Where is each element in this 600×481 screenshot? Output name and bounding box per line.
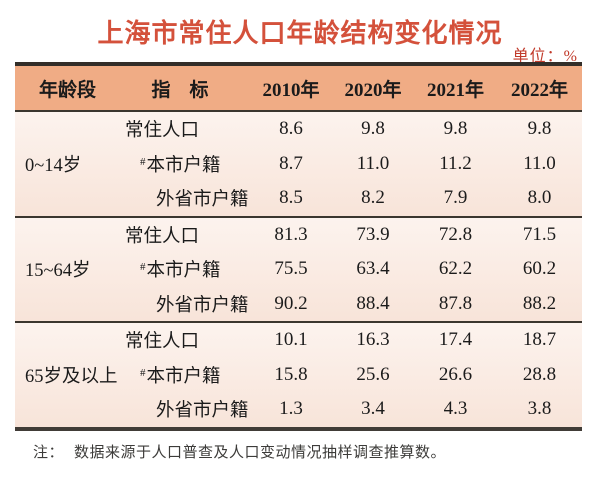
indicator-label: 常住人口 xyxy=(125,226,200,247)
indicator-label: 外省市户籍 xyxy=(156,401,249,422)
indicator-label: 外省市户籍 xyxy=(156,295,249,316)
indicator-label: 常住人口 xyxy=(125,121,200,142)
value-cell: 9.8 xyxy=(443,118,468,140)
value-cell: 72.8 xyxy=(438,223,473,245)
value-cell: 8.6 xyxy=(279,118,303,140)
value-cell: 62.2 xyxy=(438,258,473,280)
value-cell: 4.3 xyxy=(443,398,468,420)
column-header-5: 2022年 xyxy=(510,79,568,101)
age-group-label: 65岁及以上 xyxy=(25,366,118,387)
value-cell: 9.8 xyxy=(527,118,552,140)
value-cell: 11.0 xyxy=(523,152,556,174)
value-cell: 28.8 xyxy=(522,363,557,385)
indicator-label: 外省市户籍 xyxy=(156,190,249,211)
value-cell: 81.3 xyxy=(274,223,308,245)
value-cell: 8.7 xyxy=(279,152,303,174)
value-cell: 16.3 xyxy=(356,329,390,351)
table-body: 0~14岁 常住人口 8.6 9.8 9.8 9.8 #本市户籍 8.7 11.0 11.2 11.… xyxy=(15,112,582,427)
value-cell: 8.2 xyxy=(361,187,385,209)
value-cell: 73.9 xyxy=(356,223,390,245)
column-header-4: 2021年 xyxy=(426,79,484,101)
value-cell: 17.4 xyxy=(438,329,473,351)
value-cell: 3.4 xyxy=(361,398,385,420)
value-cell: 90.2 xyxy=(274,292,308,314)
column-header-3: 2020年 xyxy=(344,79,402,101)
value-cell: 18.7 xyxy=(522,329,557,351)
age-group-label: 0~14岁 xyxy=(25,155,82,176)
unit-label: 单位：% xyxy=(512,48,578,65)
column-header-1: 指 标 xyxy=(151,79,209,101)
age-section-2: 65岁及以上 常住人口 10.1 16.3 17.4 18.7 #本市户籍 15.8 25.6 2… xyxy=(15,323,582,427)
page-title: 上海市常住人口年龄结构变化情况 xyxy=(97,18,503,48)
footnote-text: 数据来源于人口普查及人口变动情况抽样调查推算数。 xyxy=(74,445,447,461)
age-section-1: 15~64岁 常住人口 81.3 73.9 72.8 71.5 #本市户籍 75.5 63.4 6… xyxy=(15,217,582,323)
indicator-label: #本市户籍 xyxy=(140,155,221,176)
value-cell: 7.9 xyxy=(443,187,468,209)
value-cell: 11.2 xyxy=(439,152,472,174)
column-header-0: 年龄段 xyxy=(38,79,96,101)
column-header-2: 2010年 xyxy=(262,79,320,101)
age-group-label: 15~64岁 xyxy=(25,261,91,282)
hash-mark: # xyxy=(140,366,146,379)
value-cell: 75.5 xyxy=(274,258,308,280)
value-cell: 8.0 xyxy=(527,187,552,209)
value-cell: 11.0 xyxy=(356,152,390,174)
population-age-structure-table: 年龄段指 标 2010年 2020年 2021年 2022年 0~14岁 常住人口 8.6 9… xyxy=(15,62,582,431)
value-cell: 15.8 xyxy=(274,363,308,385)
value-cell: 88.2 xyxy=(522,292,557,314)
table-footnote: 注： 数据来源于人口普查及人口变动情况抽样调查推算数。 xyxy=(33,441,446,462)
value-cell: 9.8 xyxy=(361,118,385,140)
hash-mark: # xyxy=(140,261,146,274)
value-cell: 63.4 xyxy=(356,258,390,280)
value-cell: 26.6 xyxy=(438,363,473,385)
value-cell: 25.6 xyxy=(356,363,390,385)
value-cell: 60.2 xyxy=(522,258,557,280)
value-cell: 8.5 xyxy=(279,187,303,209)
value-cell: 88.4 xyxy=(356,292,390,314)
indicator-label: #本市户籍 xyxy=(140,261,221,282)
table-header-row: 年龄段 指 标 2010年 2020年 2021年 2022年 xyxy=(15,66,582,112)
hash-mark: # xyxy=(140,155,146,168)
value-cell: 1.3 xyxy=(279,398,303,420)
footnote-label: 注： xyxy=(33,445,65,461)
indicator-label: #本市户籍 xyxy=(140,366,221,387)
value-cell: 3.8 xyxy=(527,398,552,420)
value-cell: 71.5 xyxy=(522,223,557,245)
age-section-0: 0~14岁 常住人口 8.6 9.8 9.8 9.8 #本市户籍 8.7 11.0 11.2 11.… xyxy=(15,112,582,218)
indicator-label: 常住人口 xyxy=(125,332,200,353)
value-cell: 87.8 xyxy=(438,292,473,314)
value-cell: 10.1 xyxy=(274,329,308,351)
